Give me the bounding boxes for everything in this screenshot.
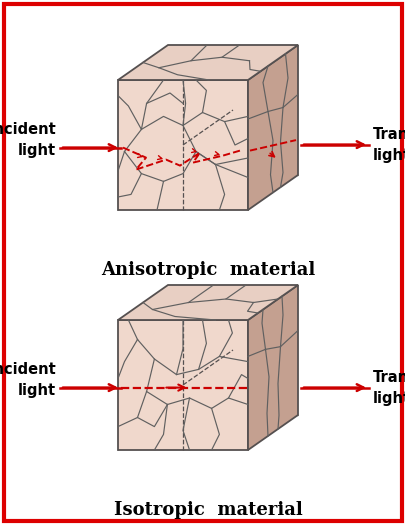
Text: Incident
light: Incident light [0,122,56,158]
Polygon shape [118,80,247,210]
Text: Transmitted
light: Transmitted light [372,127,405,163]
Polygon shape [118,320,247,450]
Polygon shape [118,45,297,80]
Polygon shape [247,285,297,450]
Polygon shape [247,45,297,210]
Text: Transmitted
light: Transmitted light [372,370,405,406]
Polygon shape [118,285,297,320]
Text: Anisotropic  material: Anisotropic material [100,261,314,279]
Text: Incident
light: Incident light [0,362,56,397]
Text: Isotropic  material: Isotropic material [113,501,302,519]
